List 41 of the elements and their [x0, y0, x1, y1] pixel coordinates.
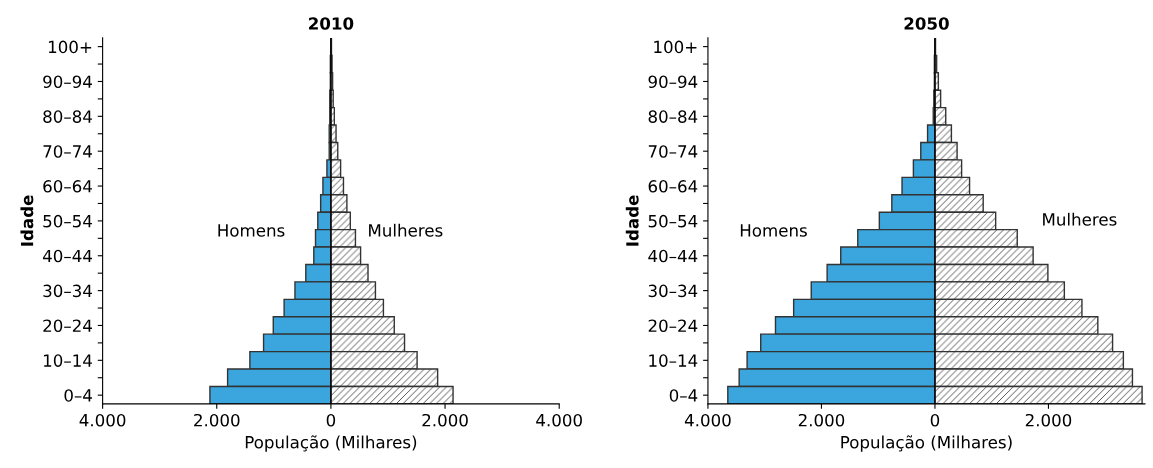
y-tick-label: 40–44 [42, 249, 92, 263]
y-tick-label: 80–84 [648, 110, 698, 123]
y-tick-label: 90–94 [43, 75, 92, 89]
x-tick-label: 4.000 [536, 413, 582, 427]
chart-title: 2050 [904, 17, 949, 30]
y-axis-title: Idade [20, 195, 34, 246]
x-tick-label: 0 [326, 413, 336, 427]
series-label: Homens [218, 224, 285, 237]
y-tick-label: 60–64 [648, 180, 698, 193]
y-tick-label: 80–84 [43, 110, 92, 123]
y-tick-label: 10–14 [43, 354, 92, 367]
y-tick-label: 0–4 [669, 389, 698, 402]
chart-title: 2010 [309, 17, 354, 30]
x-tick-label: 4.000 [684, 413, 731, 427]
y-tick-label: 10–14 [649, 354, 698, 367]
y-tick-label: 50–54 [648, 214, 698, 228]
y-tick-label: 30–34 [43, 284, 92, 298]
x-tick-label: 2.000 [194, 413, 240, 427]
y-tick-label: 20–24 [43, 319, 92, 333]
y-tick-label: 100+ [48, 40, 92, 54]
y-tick-label: 90–94 [648, 75, 698, 89]
x-tick-label: 2.000 [422, 413, 468, 427]
x-tick-label: 0 [930, 413, 940, 427]
x-axis-title: População (Milhares) [841, 435, 1012, 452]
y-tick-label: 0–4 [64, 389, 92, 402]
y-tick-label: 50–54 [43, 214, 92, 228]
y-axis-title: Idade [625, 195, 639, 246]
y-tick-label: 20–24 [648, 319, 698, 333]
text: Homens [740, 224, 807, 237]
y-tick-label: 40–44 [648, 249, 698, 263]
y-tick-label: 70–74 [648, 145, 698, 158]
x-axis-title: População (Milhares) [245, 435, 417, 452]
y-tick-label: 100+ [654, 40, 697, 54]
series-label: Mulheres [1043, 212, 1117, 226]
x-tick-label: 2.000 [1025, 413, 1072, 427]
y-tick-label: 60–64 [43, 180, 92, 193]
y-tick-label: 30–34 [648, 284, 698, 298]
x-tick-label: 4.000 [79, 413, 126, 427]
series-label: Mulheres [369, 223, 443, 237]
x-tick-label: 2.000 [798, 413, 845, 427]
y-tick-label: 70–74 [43, 145, 92, 158]
